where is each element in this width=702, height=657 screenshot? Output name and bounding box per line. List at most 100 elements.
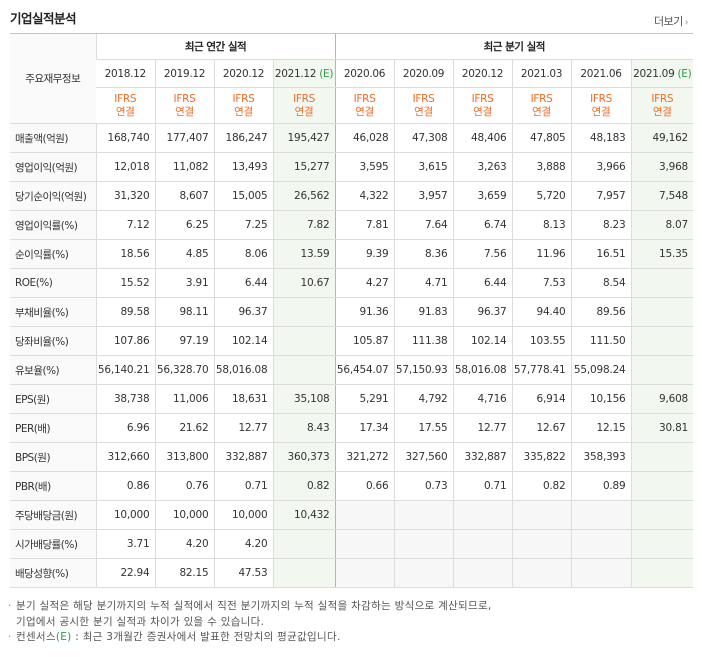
period-header: 2021.06 [570, 59, 632, 88]
period-label: 2018.12 [104, 67, 147, 80]
table-cell [630, 268, 694, 298]
more-link-label: 더보기 [654, 15, 683, 28]
table-cell: 49,162 [630, 123, 694, 153]
table-row: 부채비율(%) 89.58 98.11 96.37 91.36 91.83 96.37 94.… [10, 297, 694, 327]
table-cell: 82.15 [154, 558, 214, 588]
table-cell: 186,247 [213, 123, 273, 153]
financial-summary-table: 주요재무정보 최근 연간 실적 최근 분기 실적 2018.12 2019.12 2… [10, 33, 694, 588]
table-cell [630, 529, 694, 559]
footnote-text: 기업에서 공시한 분기 실적과 차이가 있을 수 있습니다. [16, 615, 265, 628]
table-cell: 7.81 [334, 210, 395, 240]
accounting-standard: IFRS 연결 [393, 87, 454, 124]
table-cell: 98.11 [154, 297, 214, 327]
table-cell: 4,792 [393, 384, 454, 414]
table-cell: 22.94 [95, 558, 155, 588]
table-cell [630, 355, 694, 385]
consolidation-label: 연결 [532, 105, 551, 118]
table-cell: 8.36 [393, 239, 454, 269]
period-label: 2020.12 [461, 67, 504, 80]
table-cell [272, 558, 336, 588]
table-cell: 56,454.07 [334, 355, 395, 385]
ifrs-label: IFRS [232, 92, 255, 105]
table-cell: 102.14 [213, 326, 273, 356]
table-cell [272, 529, 336, 559]
table-cell [272, 297, 336, 327]
table-cell: 46,028 [334, 123, 395, 153]
table-cell: 91.36 [334, 297, 395, 327]
table-cell [630, 471, 694, 501]
accounting-standard: IFRS 연결 [154, 87, 214, 124]
ifrs-label: IFRS [114, 92, 137, 105]
table-cell [272, 326, 336, 356]
period-header: 2021.09 (E) [630, 59, 694, 88]
period-header: 2021.12 (E) [272, 59, 336, 88]
table-cell [334, 558, 395, 588]
table-cell: 4.20 [213, 529, 273, 559]
table-cell: 7.12 [95, 210, 155, 240]
table-cell: 10,000 [95, 500, 155, 530]
table-row: PER(배) 6.96 21.62 12.77 8.43 17.34 17.55 12.77 1… [10, 413, 694, 443]
table-cell [570, 558, 632, 588]
table-cell: 360,373 [272, 442, 336, 472]
table-cell: 96.37 [452, 297, 513, 327]
table-cell: 31,320 [95, 181, 155, 211]
table-cell: 3,595 [334, 152, 395, 182]
table-cell: 7.64 [393, 210, 454, 240]
table-cell [452, 558, 513, 588]
row-label: 주당배당금(원) [10, 500, 96, 530]
table-cell: 12.15 [570, 413, 632, 443]
ifrs-label: IFRS [530, 92, 553, 105]
table-cell: 58,016.08 [452, 355, 513, 385]
quarter-group-header: 최근 분기 실적 [334, 33, 694, 60]
table-cell: 12.77 [452, 413, 513, 443]
table-row: 매출액(억원) 168,740 177,407 186,247 195,427 46,02… [10, 123, 694, 153]
table-cell [334, 500, 395, 530]
row-label: ROE(%) [10, 268, 96, 298]
table-cell: 55,098.24 [570, 355, 632, 385]
consolidation-label: 연결 [115, 105, 135, 118]
table-cell: 35,108 [272, 384, 336, 414]
table-cell: 96.37 [213, 297, 273, 327]
row-label: 당기순이익(억원) [10, 181, 96, 211]
table-cell: 26,562 [272, 181, 336, 211]
more-link[interactable]: 더보기 › [654, 13, 689, 29]
table-cell: 10,000 [213, 500, 273, 530]
consolidation-label: 연결 [355, 105, 374, 118]
table-cell: 7,957 [570, 181, 632, 211]
consolidation-label: 연결 [175, 105, 194, 118]
consolidation-label: 연결 [234, 105, 253, 118]
table-cell [511, 558, 572, 588]
table-row: 영업이익률(%) 7.12 6.25 7.25 7.82 7.81 7.64 6.74 8.13… [10, 210, 694, 240]
table-cell: 177,407 [154, 123, 214, 153]
period-label: 2021.03 [520, 67, 563, 80]
ifrs-label: IFRS [412, 92, 435, 105]
accounting-standard: IFRS 연결 [272, 87, 336, 124]
table-cell: 3,263 [452, 152, 513, 182]
table-cell: 8.06 [213, 239, 273, 269]
table-cell: 3,957 [393, 181, 454, 211]
table-row: 주당배당금(원) 10,000 10,000 10,000 10,432 [10, 500, 694, 530]
estimate-mark: (E) [677, 67, 692, 80]
table-cell: 3,888 [511, 152, 572, 182]
table-cell: 47,308 [393, 123, 454, 153]
estimate-mark: (E) [55, 631, 72, 643]
table-cell: 0.71 [452, 471, 513, 501]
table-cell: 16.51 [570, 239, 632, 269]
table-cell [630, 442, 694, 472]
table-cell: 4.85 [154, 239, 214, 269]
period-header: 2019.12 [154, 59, 214, 88]
table-cell [570, 500, 632, 530]
table-cell: 3,968 [630, 152, 694, 182]
table-cell: 3,615 [393, 152, 454, 182]
table-cell: 168,740 [95, 123, 155, 153]
row-label: PER(배) [10, 413, 96, 443]
table-cell: 8.43 [272, 413, 336, 443]
table-cell: 5,291 [334, 384, 395, 414]
table-cell [511, 500, 572, 530]
footnote-consensus-label: 컨센서스 [16, 631, 56, 643]
table-cell: 4.20 [154, 529, 214, 559]
row-label: 영업이익률(%) [10, 210, 96, 240]
table-cell: 105.87 [334, 326, 395, 356]
table-cell: 48,406 [452, 123, 513, 153]
section-title: 기업실적분석 [10, 11, 77, 26]
